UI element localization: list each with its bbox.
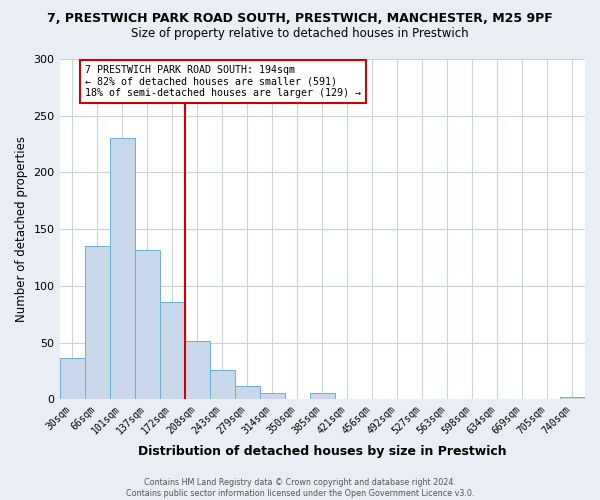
Bar: [209, 370, 235, 400]
X-axis label: Distribution of detached houses by size in Prestwich: Distribution of detached houses by size …: [138, 444, 506, 458]
Bar: [160, 302, 185, 400]
Bar: [59, 358, 85, 400]
Bar: [560, 397, 585, 400]
Text: 7 PRESTWICH PARK ROAD SOUTH: 194sqm
← 82% of detached houses are smaller (591)
1: 7 PRESTWICH PARK ROAD SOUTH: 194sqm ← 82…: [85, 64, 361, 98]
Bar: [85, 246, 110, 400]
Text: Size of property relative to detached houses in Prestwich: Size of property relative to detached ho…: [131, 28, 469, 40]
Bar: [134, 250, 160, 400]
Text: 7, PRESTWICH PARK ROAD SOUTH, PRESTWICH, MANCHESTER, M25 9PF: 7, PRESTWICH PARK ROAD SOUTH, PRESTWICH,…: [47, 12, 553, 26]
Bar: [110, 138, 134, 400]
Bar: [260, 392, 285, 400]
Bar: [185, 342, 209, 400]
Bar: [310, 392, 335, 400]
Text: Contains HM Land Registry data © Crown copyright and database right 2024.
Contai: Contains HM Land Registry data © Crown c…: [126, 478, 474, 498]
Bar: [235, 386, 260, 400]
Y-axis label: Number of detached properties: Number of detached properties: [15, 136, 28, 322]
